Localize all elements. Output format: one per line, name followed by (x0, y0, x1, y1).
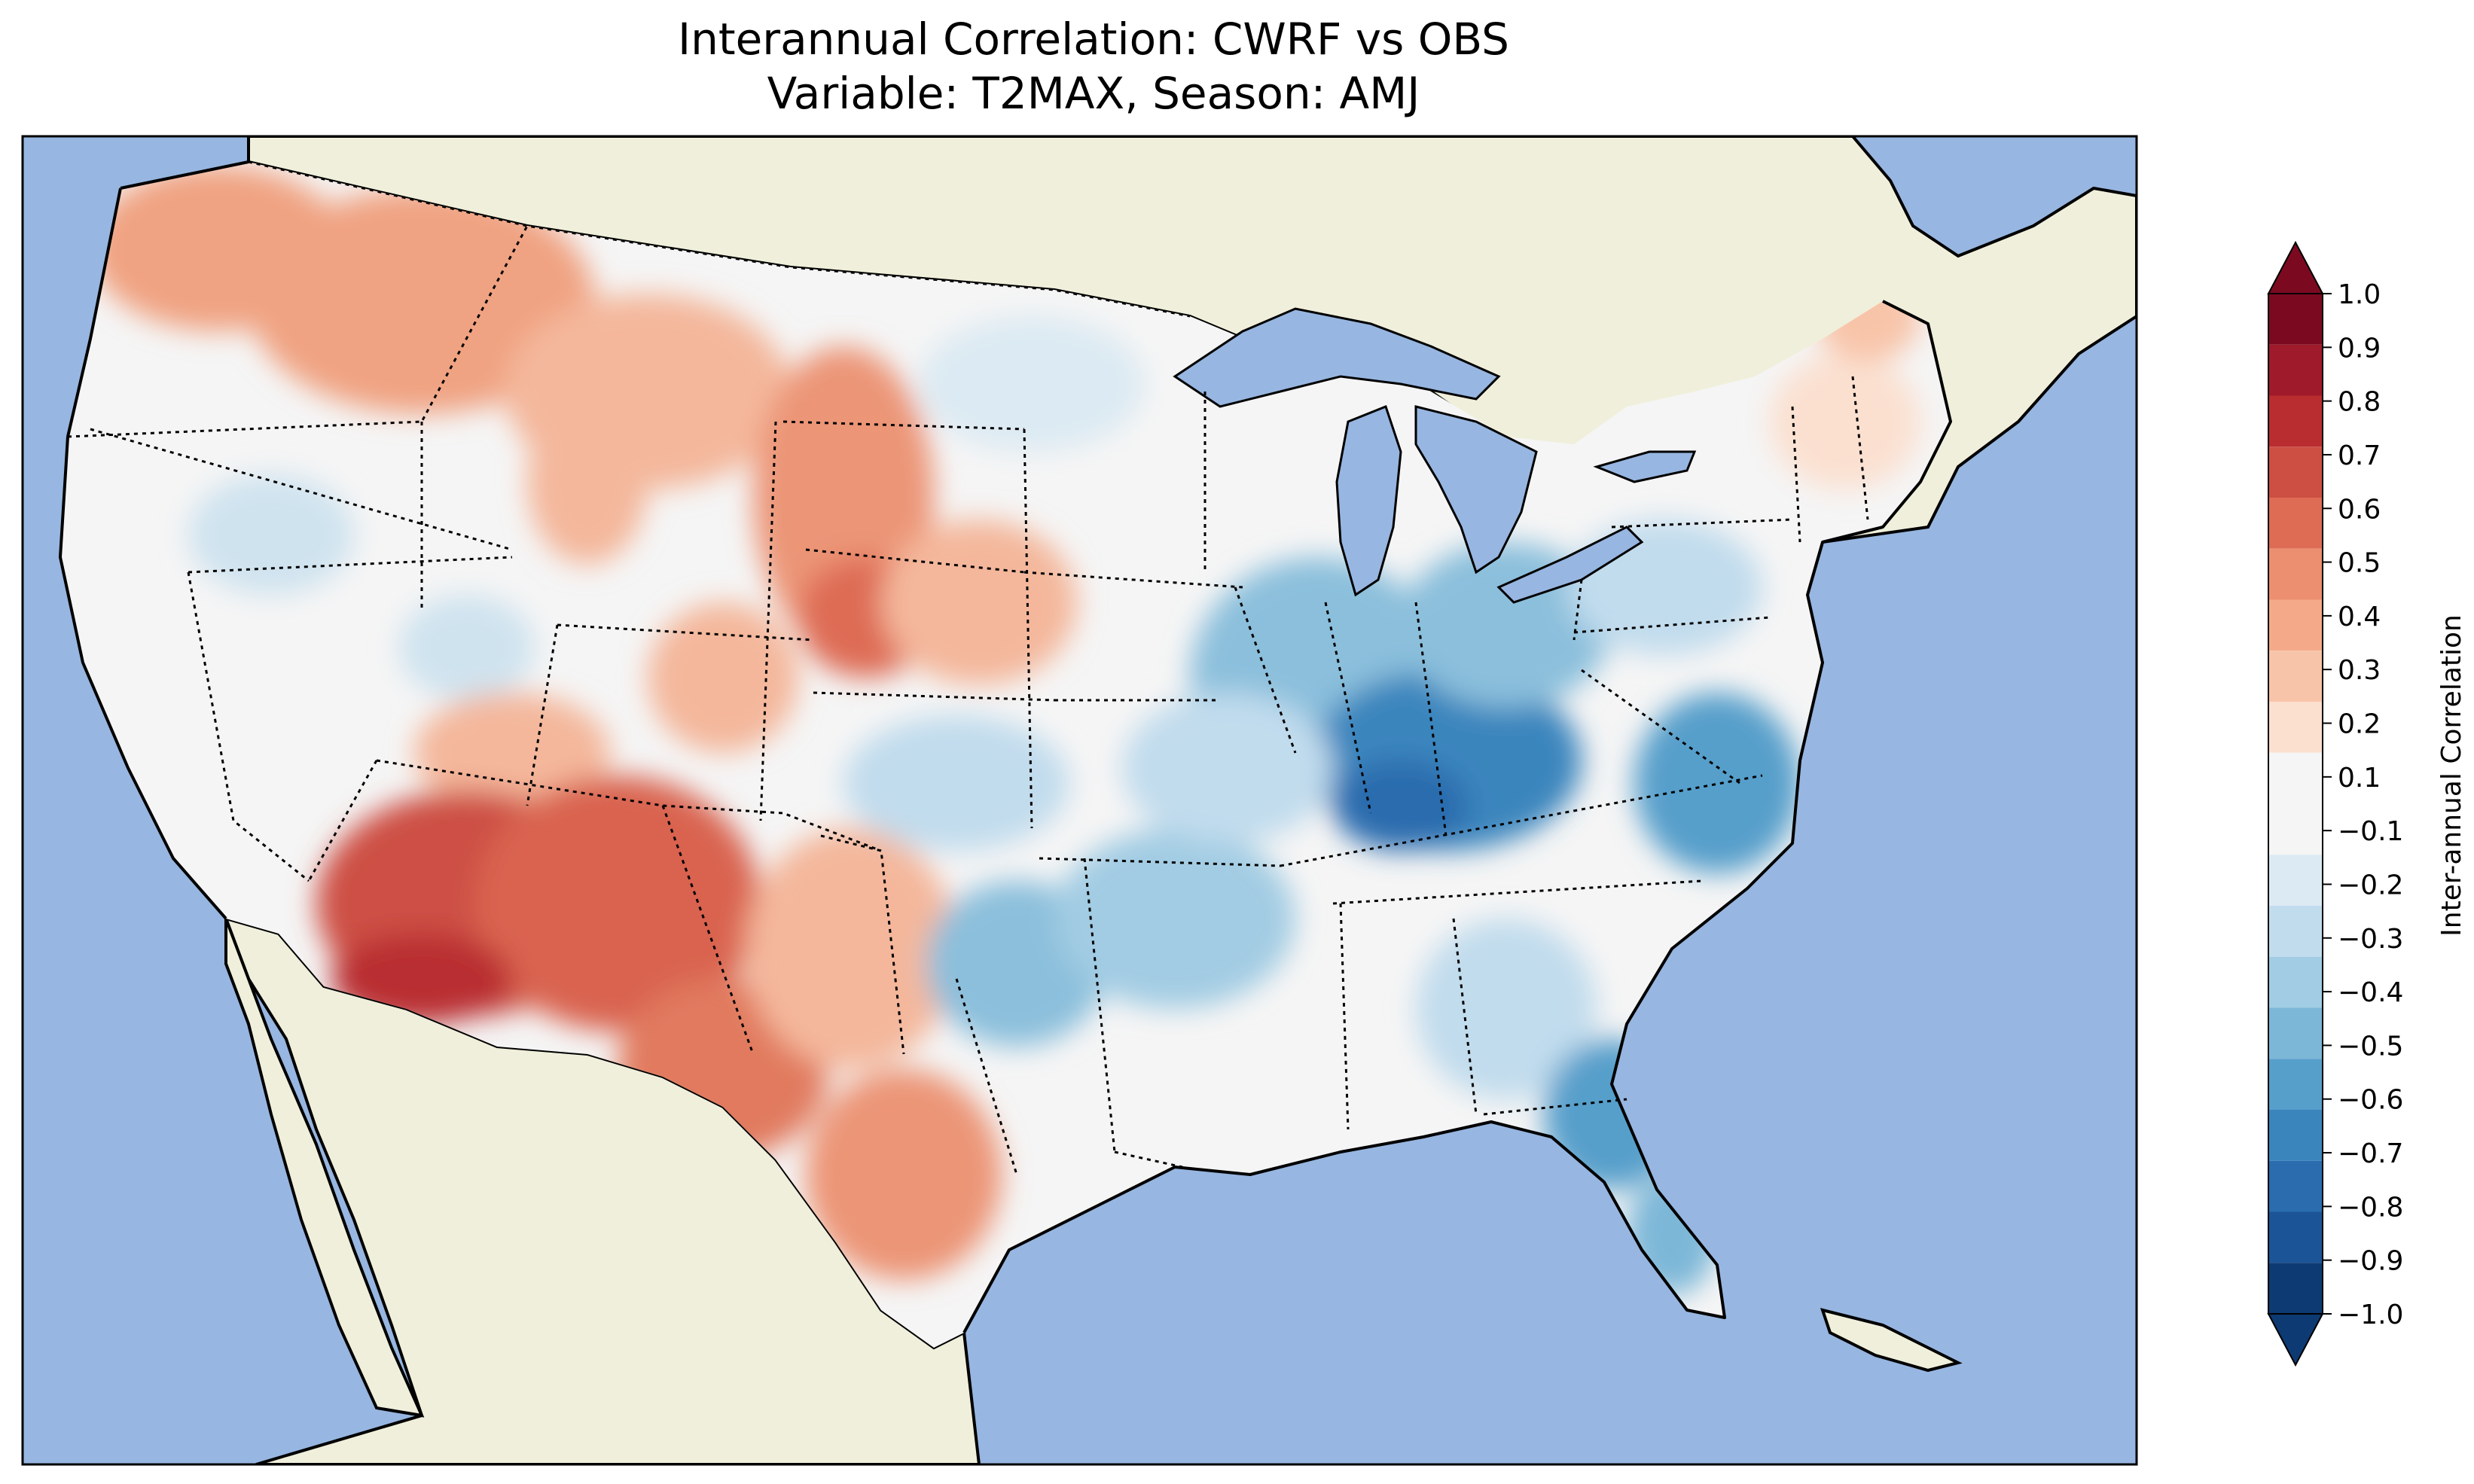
colorbar-tick-label: 0.7 (2338, 440, 2381, 471)
colorbar-bin (2268, 548, 2323, 600)
map-panel (23, 136, 2137, 1464)
colorbar-outline (2268, 293, 2323, 1315)
colorbar-extend-max (2267, 240, 2324, 294)
colorbar-tick-label: −0.5 (2338, 1031, 2403, 1062)
colorbar-tick-label: 1.0 (2338, 279, 2381, 310)
colorbar-bin (2268, 1110, 2323, 1161)
colorbar-bin (2268, 1160, 2323, 1212)
colorbar-bin (2268, 956, 2323, 1008)
colorbar-tick-label: 0.5 (2338, 548, 2381, 579)
colorbar-bin (2268, 651, 2323, 702)
colorbar-bin (2268, 906, 2323, 957)
title-line-1: Interannual Correlation: CWRF vs OBS (678, 14, 1509, 65)
colorbar-tick-label: −0.6 (2338, 1085, 2403, 1116)
great-lakes (1173, 307, 1697, 604)
colorbar-bin (2268, 344, 2323, 396)
us-coastline (59, 160, 1952, 1333)
land-cuba (1820, 1308, 1963, 1373)
colorbar-bin (2268, 752, 2323, 855)
colorbar-tick-label: 0.3 (2338, 655, 2381, 686)
lake-huron (1414, 405, 1538, 574)
colorbar-tick-label: −0.7 (2338, 1138, 2403, 1169)
lake-superior (1173, 307, 1501, 408)
colorbar-tick-label: 0.2 (2338, 709, 2381, 740)
colorbar-tick-label: 0.8 (2338, 387, 2381, 418)
colorbar-tick-label: −0.9 (2338, 1246, 2403, 1277)
colorbar-bin (2268, 395, 2323, 447)
colorbar-tick-label: −0.1 (2338, 816, 2403, 847)
lake-michigan (1335, 405, 1402, 597)
lake-ontario (1593, 450, 1697, 483)
map-frame (21, 135, 2138, 1466)
colorbar-bin (2268, 446, 2323, 498)
colorbar-extend-min (2267, 1313, 2324, 1367)
colorbar-tick-label: 0.1 (2338, 763, 2381, 794)
colorbar-bin (2268, 498, 2323, 549)
colorbar-bin (2268, 1211, 2323, 1263)
colorbar-bin (2268, 1263, 2323, 1314)
colorbar-bin (2268, 294, 2323, 345)
land-baja (224, 918, 425, 1418)
colorbar-tick-label: 0.9 (2338, 333, 2381, 364)
colorbar-bin (2268, 702, 2323, 753)
colorbar-bin (2268, 599, 2323, 651)
colorbar: 1.0 0.9 0.8 0.7 0.6 0.5 0.4 0.3 0.2 0.1 −0.1 −0.2 −0… (2267, 240, 2403, 1367)
state-borders (67, 160, 1869, 1175)
colorbar-bin (2268, 1059, 2323, 1110)
colorbar-tick-label: −1.0 (2338, 1300, 2403, 1330)
colorbar-label: Inter-annual Correlation (2436, 614, 2467, 937)
lake-erie (1496, 526, 1644, 604)
colorbar-tick-label: −0.2 (2338, 870, 2403, 900)
title-line-2: Variable: T2MAX, Season: AMJ (767, 68, 1420, 119)
colorbar-bin (2268, 855, 2323, 906)
colorbar-tick-label: 0.4 (2338, 602, 2381, 632)
colorbar-tick-label: −0.8 (2338, 1192, 2403, 1223)
colorbar-tick-label: −0.3 (2338, 924, 2403, 955)
colorbar-bin (2268, 1007, 2323, 1059)
colorbar-tick-label: −0.4 (2338, 977, 2403, 1008)
colorbar-tick-label: 0.6 (2338, 494, 2381, 525)
